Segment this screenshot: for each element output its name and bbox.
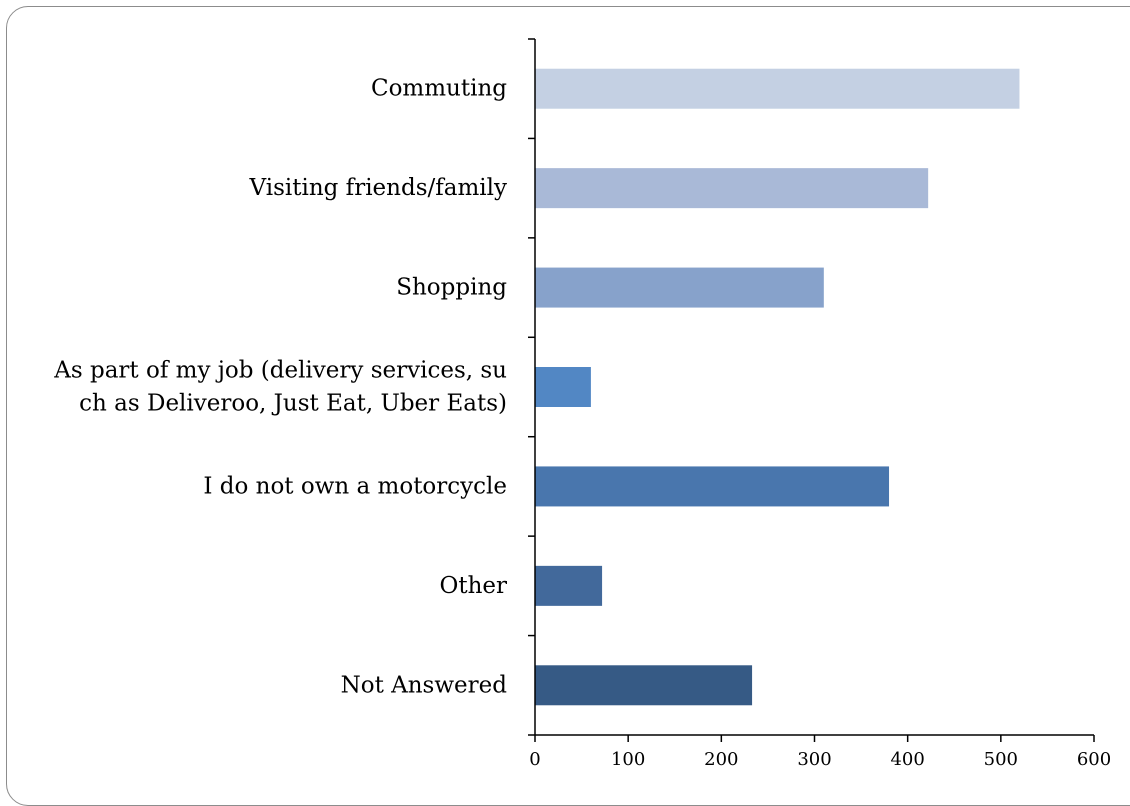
bar-as-part-of-my-job-delivery-services-such-as-deliveroo-just-eat-uber-eats <box>535 367 591 407</box>
category-label-line: Commuting <box>371 76 507 102</box>
axis-ticks <box>528 38 1095 742</box>
x-tick-label-300: 300 <box>797 749 831 770</box>
bar-shopping <box>535 267 824 308</box>
category-label-i-do-not-own-a-motorcycle: I do not own a motorcycle <box>203 473 507 499</box>
bar-other <box>535 565 603 606</box>
category-labels: Commuting Visiting friends/family Shopping… <box>53 76 507 699</box>
x-tick-label-600: 600 <box>1077 749 1111 770</box>
category-label-not-answered: Not Answered <box>341 672 508 698</box>
category-label-shopping: Shopping <box>396 275 507 301</box>
category-label-other: Other <box>439 573 507 599</box>
bar-chart: Commuting Visiting friends/family Shopping… <box>53 38 1111 770</box>
category-label-visiting-friends-family: Visiting friends/family <box>249 175 507 201</box>
category-label-line: I do not own a motorcycle <box>203 473 507 499</box>
category-label-line: Other <box>439 573 507 599</box>
category-label-line: Not Answered <box>341 672 508 698</box>
x-tick-label-200: 200 <box>704 749 738 770</box>
x-tick-labels: 0 100 200 300 400 500 600 <box>529 749 1111 770</box>
bar-commuting <box>535 68 1020 109</box>
bar-not-answered <box>535 665 753 706</box>
category-label-line: ch as Deliveroo, Just Eat, Uber Eats) <box>79 391 507 417</box>
category-label-as-part-of-my-job-delivery-services-such-as-deliveroo-just-eat-uber-eats: As part of my job (delivery services, su… <box>53 358 507 417</box>
bars-layer <box>535 68 1020 706</box>
x-tick-label-100: 100 <box>611 749 645 770</box>
x-tick-label-400: 400 <box>890 749 924 770</box>
bar-i-do-not-own-a-motorcycle <box>535 466 890 507</box>
axes <box>534 39 1094 736</box>
category-label-line: Shopping <box>396 275 507 301</box>
x-tick-label-0: 0 <box>529 749 540 770</box>
category-label-line: Visiting friends/family <box>249 175 507 201</box>
category-label-commuting: Commuting <box>371 76 507 102</box>
bar-visiting-friends-family <box>535 168 929 209</box>
category-label-line: As part of my job (delivery services, su <box>53 358 507 384</box>
x-tick-label-500: 500 <box>984 749 1018 770</box>
